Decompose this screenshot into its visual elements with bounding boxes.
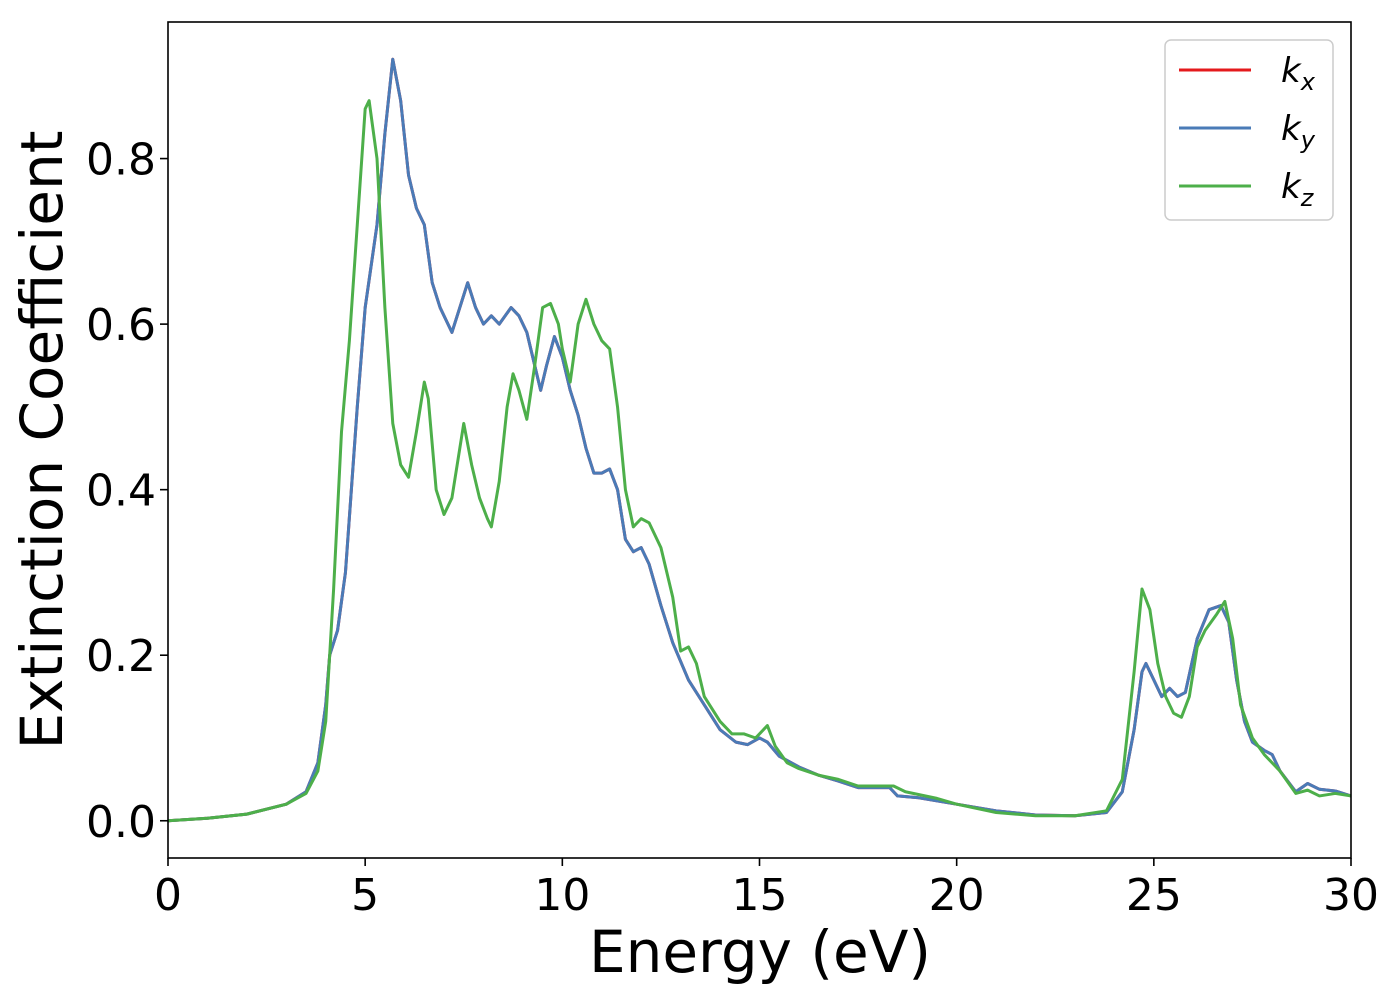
x-tick-label: 20	[929, 870, 985, 921]
legend-label: kz	[1281, 167, 1315, 212]
legend-item-k-y: ky	[1179, 109, 1316, 154]
y-tick-label: 0.8	[86, 135, 156, 186]
legend: kx ky kz	[1164, 39, 1334, 221]
legend-item-k-z: kz	[1179, 167, 1315, 212]
series-lines	[168, 57, 1351, 823]
x-axis-label: Energy (eV)	[589, 918, 931, 986]
axis-labels: Energy (eV) Extinction Coefficient	[8, 131, 931, 986]
axis-ticks: 0 5 10 15 20 25 30 0.0 0.2 0.4 0.6 0.8	[86, 135, 1379, 921]
legend-label: ky	[1281, 109, 1316, 154]
y-axis-label: Extinction Coefficient	[8, 131, 76, 750]
series-line-k-y	[168, 57, 1351, 823]
series-line-k-z	[168, 99, 1351, 823]
x-tick-label: 0	[154, 870, 182, 921]
x-tick-label: 25	[1126, 870, 1182, 921]
y-tick-label: 0.6	[86, 300, 156, 351]
legend-item-k-x: kx	[1179, 51, 1316, 96]
x-tick-label: 15	[732, 870, 788, 921]
x-tick-label: 10	[534, 870, 590, 921]
y-tick-label: 0.4	[86, 466, 156, 517]
y-tick-label: 0.0	[86, 797, 156, 848]
x-tick-label: 5	[351, 870, 379, 921]
legend-box	[1164, 39, 1334, 221]
legend-label: kx	[1281, 51, 1316, 96]
y-tick-label: 0.2	[86, 631, 156, 682]
x-tick-label: 30	[1323, 870, 1379, 921]
